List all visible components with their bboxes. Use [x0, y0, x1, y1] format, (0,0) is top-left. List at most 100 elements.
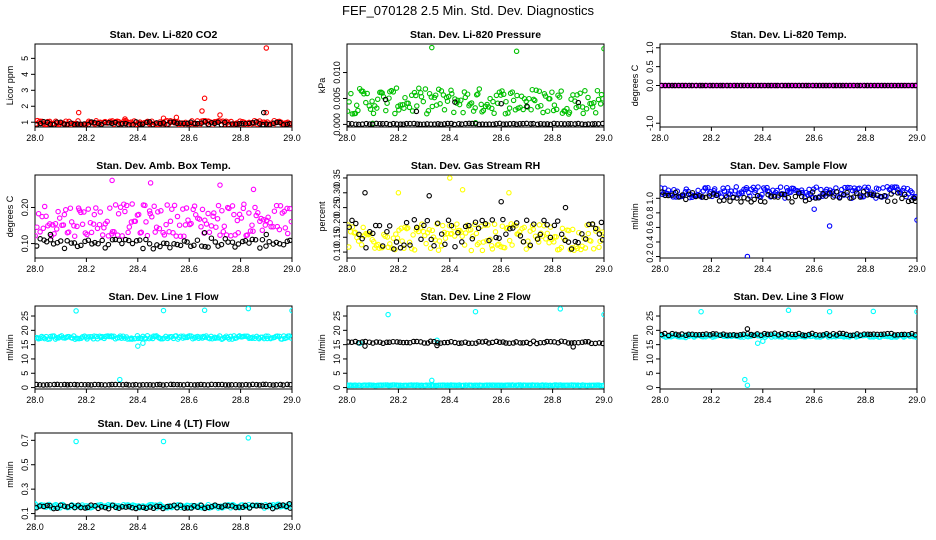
data-point — [706, 193, 713, 199]
data-point — [147, 382, 153, 388]
data-point — [221, 223, 228, 230]
data-point — [384, 228, 390, 235]
data-point — [707, 332, 713, 338]
data-point — [349, 224, 356, 230]
data-point — [348, 90, 354, 97]
data-point — [265, 214, 271, 221]
y-tick-label: 0.000 — [332, 113, 342, 136]
panel-title: Stan. Dev. Li-820 Temp. — [730, 29, 846, 41]
data-point — [782, 195, 788, 201]
data-point — [579, 121, 585, 127]
data-point — [198, 243, 205, 249]
data-point — [720, 331, 727, 337]
data-point — [830, 194, 836, 200]
data-point — [502, 110, 509, 117]
data-point — [274, 503, 280, 510]
data-point — [575, 99, 582, 106]
data-point — [461, 242, 468, 248]
data-point — [843, 82, 850, 89]
data-point — [54, 119, 60, 125]
x-tick-label: 28.2 — [703, 133, 721, 143]
data-point — [434, 337, 440, 344]
data-point — [358, 242, 365, 248]
data-point — [716, 198, 723, 204]
data-point — [806, 196, 813, 203]
x-tick-label: 28.2 — [703, 395, 721, 405]
data-point — [472, 105, 478, 111]
data-point — [215, 202, 222, 209]
data-point — [129, 336, 135, 342]
data-point — [266, 502, 273, 509]
data-point — [590, 246, 597, 252]
data-point — [284, 205, 290, 212]
data-point — [73, 438, 79, 445]
data-point — [202, 505, 208, 512]
data-point — [479, 247, 486, 254]
data-point — [751, 82, 758, 89]
data-point — [420, 98, 427, 105]
y-axis-label: degrees C — [5, 195, 15, 237]
data-point — [177, 120, 184, 126]
data-point — [167, 218, 174, 225]
data-point — [231, 211, 237, 218]
x-tick-label: 28.6 — [180, 133, 198, 143]
x-tick-label: 28.8 — [857, 395, 875, 405]
data-point — [565, 239, 572, 245]
data-point — [119, 240, 125, 247]
data-point — [397, 102, 404, 108]
data-point — [442, 235, 449, 241]
data-point — [580, 110, 586, 117]
data-point — [448, 87, 454, 94]
data-point — [534, 340, 540, 347]
y-tick-label: 0.25 — [332, 199, 342, 217]
data-point — [535, 239, 542, 245]
data-point — [679, 192, 686, 198]
data-point — [500, 339, 506, 345]
data-point — [534, 236, 541, 242]
data-point — [764, 184, 770, 191]
data-point — [250, 186, 257, 193]
data-point — [525, 238, 531, 244]
data-point — [748, 82, 754, 89]
y-tick-label: 25 — [645, 311, 655, 321]
data-point — [530, 96, 537, 103]
y-tick-label: 25 — [332, 311, 342, 321]
points — [347, 44, 604, 127]
data-point — [577, 90, 583, 97]
y-tick-label: 0.8 — [645, 207, 655, 220]
data-point — [379, 243, 386, 249]
data-point — [174, 505, 180, 511]
data-point — [710, 82, 716, 89]
data-point — [596, 231, 603, 237]
data-point — [129, 240, 136, 247]
data-point — [105, 505, 112, 512]
data-point — [912, 332, 917, 338]
x-tick-label: 28.4 — [129, 395, 147, 405]
x-tick-label: 28.2 — [78, 264, 96, 274]
points — [660, 82, 917, 89]
data-point — [707, 82, 713, 89]
x-tick-label: 28.0 — [338, 264, 356, 274]
data-point — [78, 121, 84, 127]
data-point — [547, 96, 553, 102]
data-point — [721, 197, 727, 203]
data-point — [35, 233, 38, 239]
data-point — [557, 306, 564, 312]
data-point — [520, 239, 527, 245]
data-point — [905, 198, 912, 205]
data-point — [411, 247, 418, 253]
data-point — [503, 121, 510, 127]
data-point — [140, 382, 146, 388]
y-axis-label: ml/min — [630, 334, 640, 361]
data-point — [601, 311, 604, 318]
data-point — [599, 340, 604, 347]
data-point — [180, 382, 187, 388]
data-point — [174, 213, 181, 220]
data-point — [202, 504, 209, 511]
data-point — [486, 340, 492, 346]
data-point — [233, 504, 239, 511]
plot-frame — [659, 174, 918, 259]
data-point — [347, 339, 352, 345]
data-point — [489, 217, 496, 223]
panel-title: Stan. Dev. Line 4 (LT) Flow — [97, 418, 230, 430]
